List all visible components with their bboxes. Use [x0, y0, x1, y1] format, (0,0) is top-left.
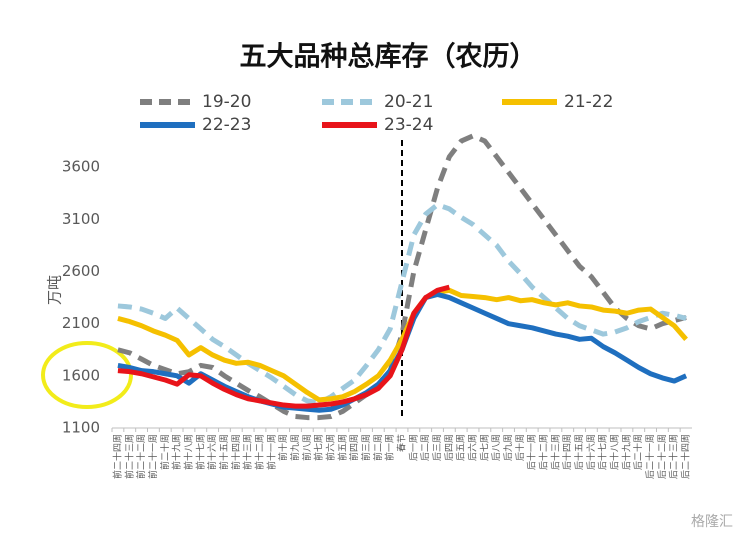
- x-tick-label: 后八周: [491, 434, 502, 461]
- x-tick-label: 前十五周: [218, 434, 230, 470]
- x-tick-label: 前二十一周: [147, 434, 159, 479]
- x-tick-label: 前十七周: [194, 434, 206, 470]
- x-tick-label: 前十九周: [171, 434, 183, 470]
- x-tick-label: 前二十二周: [135, 434, 147, 479]
- series-line: [117, 284, 450, 409]
- x-tick-label: 前七周: [313, 434, 325, 461]
- x-tick-label: 前二十三周: [123, 434, 135, 479]
- legend-label: 22-23: [202, 115, 251, 135]
- legend-label: 20-21: [384, 92, 433, 112]
- x-tick-label: 后十五周: [573, 434, 585, 470]
- x-tick-label: 前一周: [384, 434, 396, 461]
- x-tick-label: 后九周: [503, 434, 514, 461]
- x-tick-label: 后十九周: [620, 434, 632, 470]
- x-tick-label: 后二十一周: [644, 434, 656, 479]
- y-tick-label: 1100: [62, 419, 100, 437]
- x-tick-label: 前二十周: [159, 434, 171, 470]
- x-tick-label: 后二十三周: [668, 434, 680, 479]
- x-tick-label: 前十六周: [206, 434, 218, 470]
- y-tick-label: 1600: [62, 366, 100, 384]
- x-tick-label: 后一周: [408, 434, 419, 461]
- x-tick-label: 后二周: [420, 434, 431, 461]
- y-tick-label: 3600: [62, 158, 100, 176]
- x-tick-label: 前三周: [360, 434, 372, 461]
- x-tick-label: 后十四周: [561, 434, 573, 470]
- series-line: [117, 133, 687, 421]
- y-axis-label: 万吨: [46, 275, 64, 305]
- x-tick-label: 前八周: [301, 434, 313, 461]
- legend-label: 19-20: [202, 92, 251, 112]
- x-tick-label: 春节: [396, 434, 408, 452]
- x-tick-label: 前十三周: [242, 434, 254, 470]
- x-tick-label: 后五周: [456, 434, 467, 461]
- x-tick-label: 后二十周: [632, 434, 644, 470]
- series-line: [117, 202, 687, 406]
- x-tick-label: 后十二周: [538, 434, 550, 470]
- legend-label: 23-24: [384, 115, 433, 135]
- x-tick-label: 前四周: [348, 434, 360, 461]
- x-tick-label: 后二十四周: [680, 434, 692, 479]
- x-tick-label: 前九周: [289, 434, 301, 461]
- x-tick-label: 后六周: [467, 434, 479, 461]
- x-tick-label: 后十周: [514, 434, 526, 461]
- watermark: 格隆汇: [691, 514, 733, 530]
- x-tick-label: 前六周: [324, 434, 336, 461]
- y-tick-label: 2100: [62, 314, 100, 332]
- y-tick-label: 3100: [62, 210, 100, 228]
- y-tick-label: 2600: [62, 262, 100, 280]
- x-tick-label: 前十八周: [182, 434, 194, 470]
- series-line: [117, 287, 688, 403]
- x-tick-label: 前二十四周: [111, 434, 123, 479]
- x-tick-label: 前十一周: [265, 434, 277, 470]
- x-tick-label: 前十周: [277, 434, 289, 461]
- x-tick-label: 前五周: [336, 434, 348, 461]
- x-tick-label: 后二十二周: [656, 434, 668, 479]
- chart-title: 五大品种总库存（农历）: [240, 42, 537, 73]
- x-tick-label: 后四周: [444, 434, 455, 461]
- legend-label: 21-22: [564, 92, 613, 112]
- x-tick-label: 后十一周: [526, 434, 538, 470]
- x-tick-label: 后十六周: [585, 434, 597, 470]
- x-tick-label: 前二周: [372, 434, 384, 461]
- x-tick-label: 后十三周: [549, 434, 561, 470]
- x-tick-label: 前十四周: [230, 434, 242, 470]
- x-tick-label: 后七周: [479, 434, 490, 461]
- x-tick-label: 后十八周: [609, 434, 621, 470]
- x-tick-label: 后三周: [432, 434, 443, 461]
- x-tick-label: 后十七周: [597, 434, 609, 470]
- x-tick-label: 前十二周: [253, 434, 265, 470]
- highlight-circle: [41, 341, 133, 409]
